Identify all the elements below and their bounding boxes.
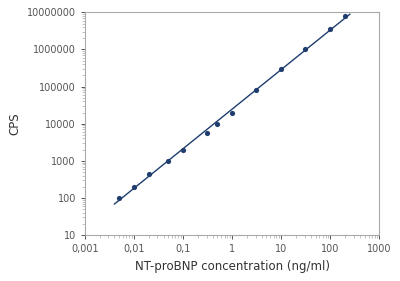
Point xyxy=(116,196,122,200)
Y-axis label: CPS: CPS xyxy=(8,112,21,135)
Point xyxy=(327,27,334,31)
Point xyxy=(278,67,284,71)
Point xyxy=(131,185,137,189)
Point xyxy=(214,121,220,126)
X-axis label: NT-proBNP concentration (ng/ml): NT-proBNP concentration (ng/ml) xyxy=(135,260,330,273)
Point xyxy=(165,158,172,163)
Point xyxy=(342,14,348,18)
Point xyxy=(252,88,259,92)
Point xyxy=(180,148,186,152)
Point xyxy=(229,110,235,115)
Point xyxy=(203,131,210,136)
Point xyxy=(302,47,308,52)
Point xyxy=(146,171,152,176)
